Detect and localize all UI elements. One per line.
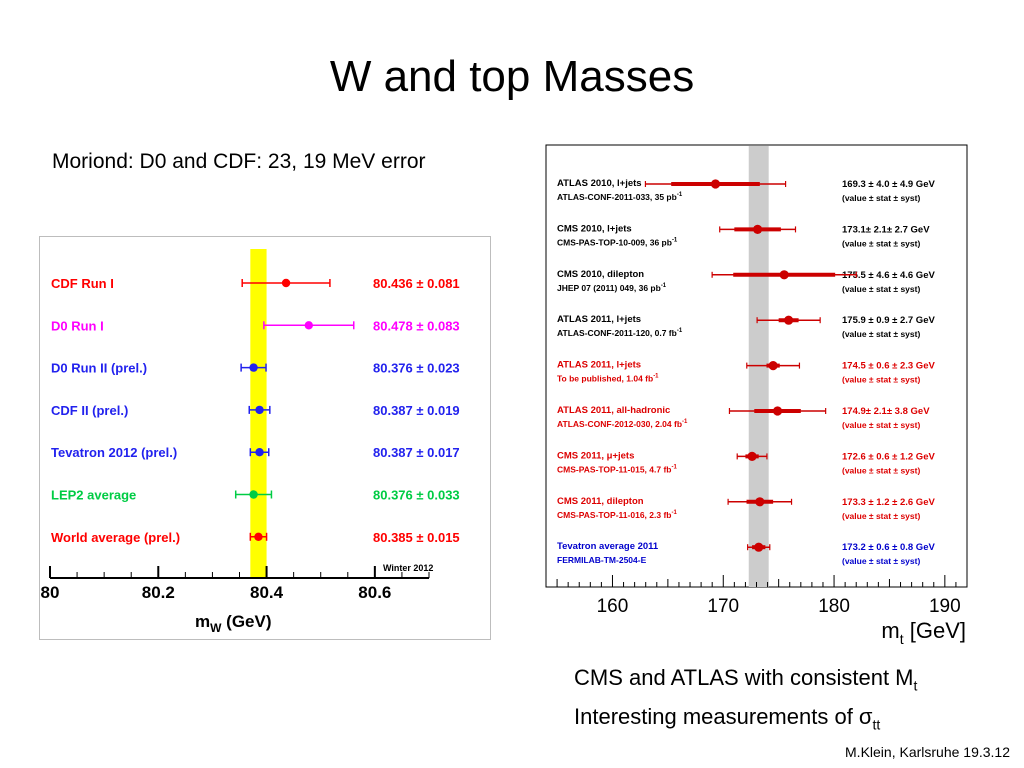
average-band [748, 146, 769, 587]
w-row-value: 80.376 ± 0.023 [373, 361, 460, 376]
w-annotation: Winter 2012 [383, 563, 433, 573]
top-row-label: ATLAS 2011, l+jets [557, 360, 641, 371]
top-row-note: (value ± stat ± syst) [842, 420, 920, 430]
w-mass-chart-svg: CDF Run I 80.436 ± 0.081 D0 Run I 80.478 ± … [41, 249, 460, 635]
w-tick-label: 80.6 [358, 583, 391, 602]
top-row-note: (value ± stat ± syst) [842, 284, 920, 294]
top-row-value: 175.5 ± 4.6 ± 4.6 GeV [842, 270, 935, 281]
top-row-ref: ATLAS-CONF-2011-120, 0.7 fb-1 [557, 328, 683, 338]
w-data-point [254, 532, 263, 541]
w-row-value: 80.376 ± 0.033 [373, 488, 460, 503]
w-tick-label: 80.4 [250, 583, 284, 602]
top-tick-label: 190 [929, 596, 961, 617]
top-row-value: 172.6 ± 0.6 ± 1.2 GeV [842, 451, 935, 462]
top-row-note: (value ± stat ± syst) [842, 556, 920, 566]
top-row-value: 173.2 ± 0.6 ± 0.8 GeV [842, 542, 935, 553]
w-tick-label: 80.2 [142, 583, 175, 602]
w-data-point [304, 321, 314, 330]
note-line-1: CMS and ATLAS with consistent Mt [574, 662, 917, 701]
top-row-ref: CMS-PAS-TOP-11-016, 2.3 fb-1 [557, 510, 677, 520]
top-row-note: (value ± stat ± syst) [842, 238, 920, 248]
note-line-1-sub: t [913, 677, 918, 694]
top-data-point [710, 179, 721, 189]
top-row-value: 174.9± 2.1± 3.8 GeV [842, 406, 930, 417]
top-row-value: 174.5 ± 0.6 ± 2.3 GeV [842, 361, 935, 372]
w-row-value: 80.387 ± 0.019 [373, 403, 460, 418]
top-row-note: (value ± stat ± syst) [842, 465, 920, 475]
w-row-value: 80.478 ± 0.083 [373, 318, 460, 333]
top-data-point [755, 497, 765, 507]
w-data-point [255, 405, 264, 415]
top-row-ref: ATLAS-CONF-2011-033, 35 pb-1 [557, 192, 683, 202]
top-row-label: CMS 2011, μ+jets [557, 450, 634, 461]
w-data-point [255, 448, 264, 457]
top-data-point [779, 270, 789, 280]
w-row-label: Tevatron 2012 (prel.) [51, 445, 177, 460]
w-row-value: 80.436 ± 0.081 [373, 276, 460, 291]
w-tick-label: 80 [41, 583, 60, 602]
note-line-2-sub: tt [872, 716, 881, 733]
top-tick-label: 170 [707, 596, 739, 617]
notes-block: CMS and ATLAS with consistent Mt Interes… [574, 662, 917, 741]
note-line-2: Interesting measurements of σtt [574, 701, 917, 740]
w-mass-chart: CDF Run I 80.436 ± 0.081 D0 Run I 80.478 ± … [39, 236, 491, 640]
top-row-label: CMS 2011, dilepton [557, 496, 644, 507]
top-mass-chart-svg: ATLAS 2010, l+jets ATLAS-CONF-2011-033, 3… [545, 144, 968, 647]
top-row-note: (value ± stat ± syst) [842, 375, 920, 385]
top-data-point [768, 361, 778, 371]
top-mass-chart: ATLAS 2010, l+jets ATLAS-CONF-2011-033, 3… [544, 140, 982, 648]
w-data-point [249, 363, 258, 372]
top-row-label: Tevatron average 2011 [557, 541, 659, 552]
top-row-ref: FERMILAB-TM-2504-E [557, 555, 647, 565]
w-row-label: CDF II (prel.) [51, 403, 128, 418]
w-data-point [249, 490, 258, 499]
top-row-value: 173.3 ± 1.2 ± 2.6 GeV [842, 497, 935, 508]
note-line-1-text: CMS and ATLAS with consistent M [574, 665, 914, 690]
top-row-ref: CMS-PAS-TOP-11-015, 4.7 fb-1 [557, 464, 677, 474]
top-row-label: ATLAS 2010, l+jets [557, 178, 642, 189]
top-row-ref: CMS-PAS-TOP-10-009, 36 pb-1 [557, 237, 678, 247]
w-row-label: CDF Run I [51, 276, 114, 291]
subtitle-text: Moriond: D0 and CDF: 23, 19 MeV error [52, 150, 426, 173]
top-row-ref: JHEP 07 (2011) 049, 36 pb-1 [557, 283, 667, 293]
top-row-label: CMS 2010, l+jets [557, 223, 632, 234]
top-row-value: 175.9 ± 0.9 ± 2.7 GeV [842, 315, 935, 326]
top-data-point [753, 224, 763, 234]
w-row-label: D0 Run II (prel.) [51, 361, 147, 376]
top-data-point [772, 406, 783, 416]
footer-credit: M.Klein, Karlsruhe 19.3.12 [845, 744, 1010, 760]
top-row-value: 169.3 ± 4.0 ± 4.9 GeV [842, 179, 935, 190]
top-tick-label: 160 [597, 596, 629, 617]
slide-title: W and top Masses [329, 52, 695, 101]
w-row-value: 80.385 ± 0.015 [373, 530, 460, 545]
top-data-point [754, 542, 764, 552]
w-row-label: D0 Run I [51, 318, 104, 333]
top-row-label: ATLAS 2011, all-hadronic [557, 405, 670, 416]
w-row-label: World average (prel.) [51, 530, 180, 545]
top-x-axis-label: mt [GeV] [881, 618, 966, 647]
w-x-axis-label: mW (GeV) [195, 612, 272, 635]
w-row-value: 80.387 ± 0.017 [373, 445, 460, 460]
top-row-ref: To be published, 1.04 fb-1 [557, 374, 659, 384]
w-data-point [281, 278, 291, 288]
top-data-point [784, 315, 794, 325]
top-row-label: ATLAS 2011, l+jets [557, 314, 641, 325]
top-row-note: (value ± stat ± syst) [842, 193, 920, 203]
top-row-ref: ATLAS-CONF-2012-030, 2.04 fb-1 [557, 419, 688, 429]
top-row-value: 173.1± 2.1± 2.7 GeV [842, 224, 930, 235]
top-tick-label: 180 [818, 596, 850, 617]
note-line-2-text: Interesting measurements of σ [574, 704, 873, 730]
w-row-label: LEP2 average [51, 488, 136, 503]
top-row-label: CMS 2010, dilepton [557, 269, 644, 280]
top-row-note: (value ± stat ± syst) [842, 329, 920, 339]
top-data-point [747, 451, 757, 461]
top-row-note: (value ± stat ± syst) [842, 511, 920, 521]
